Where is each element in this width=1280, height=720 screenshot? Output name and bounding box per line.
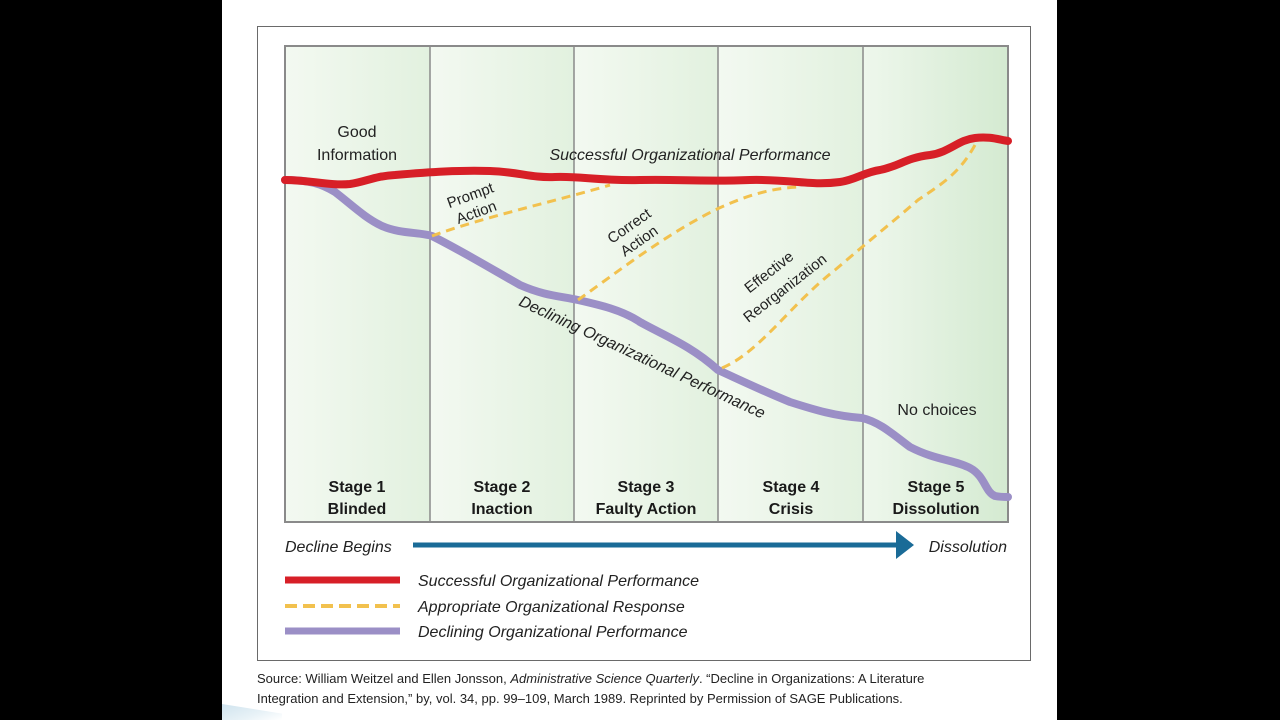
stage-4-title: Stage 4 <box>763 479 820 496</box>
stage-panel-4 <box>718 46 863 522</box>
timeline: Decline Begins Dissolution <box>285 531 1007 559</box>
no-choices-label: No choices <box>897 402 976 419</box>
stage-4-name: Crisis <box>769 501 814 518</box>
stage-5-name: Dissolution <box>892 501 979 518</box>
source-line2: Integration and Extension,” by, vol. 34,… <box>257 691 903 706</box>
stage-labels: Stage 1 Blinded Stage 2 Inaction Stage 3… <box>328 479 980 518</box>
response-curve-prompt <box>431 183 611 238</box>
stage-1-name: Blinded <box>328 501 387 518</box>
stage-panels-border <box>284 45 1009 523</box>
curves <box>281 133 1012 501</box>
timeline-end-label: Dissolution <box>929 539 1007 556</box>
declining-performance-curve <box>281 176 1012 501</box>
legend-label-successful: Successful Organizational Performance <box>418 573 699 590</box>
stage-3-title: Stage 3 <box>618 479 675 496</box>
source-rest: . “Decline in Organizations: A Literatur… <box>698 671 925 686</box>
stage-2-title: Stage 2 <box>474 479 531 496</box>
stage-panel-1 <box>285 46 430 522</box>
stage-panel-2 <box>430 46 574 522</box>
stage-5-title: Stage 5 <box>908 479 965 496</box>
response-curve-correct <box>577 185 801 302</box>
stage-1-title: Stage 1 <box>329 479 386 496</box>
timeline-start-label: Decline Begins <box>285 539 392 556</box>
legend-label-response: Appropriate Organizational Response <box>417 599 685 616</box>
stage-2-name: Inaction <box>471 501 532 518</box>
stage-3-name: Faulty Action <box>596 501 697 518</box>
successful-curve-label: Successful Organizational Performance <box>549 147 830 164</box>
legend: Successful Organizational Performance Ap… <box>285 573 699 641</box>
legend-label-declining: Declining Organizational Performance <box>418 624 688 641</box>
stage-panel-5 <box>863 46 1008 522</box>
stage-panels <box>284 45 1009 523</box>
timeline-arrow-head <box>896 531 914 559</box>
stage-panel-3 <box>574 46 718 522</box>
good-information-label: Information <box>317 147 397 164</box>
successful-performance-curve <box>281 133 1012 189</box>
source-citation: Source: William Weitzel and Ellen Jonsso… <box>257 669 1037 709</box>
diagram-frame <box>257 26 1031 661</box>
response-curve-reorganization <box>721 144 977 370</box>
source-prefix: Source: William Weitzel and Ellen Jonsso… <box>257 671 511 686</box>
source-journal: Administrative Science Quarterly <box>510 671 699 686</box>
good-information-label: Good <box>337 124 376 141</box>
